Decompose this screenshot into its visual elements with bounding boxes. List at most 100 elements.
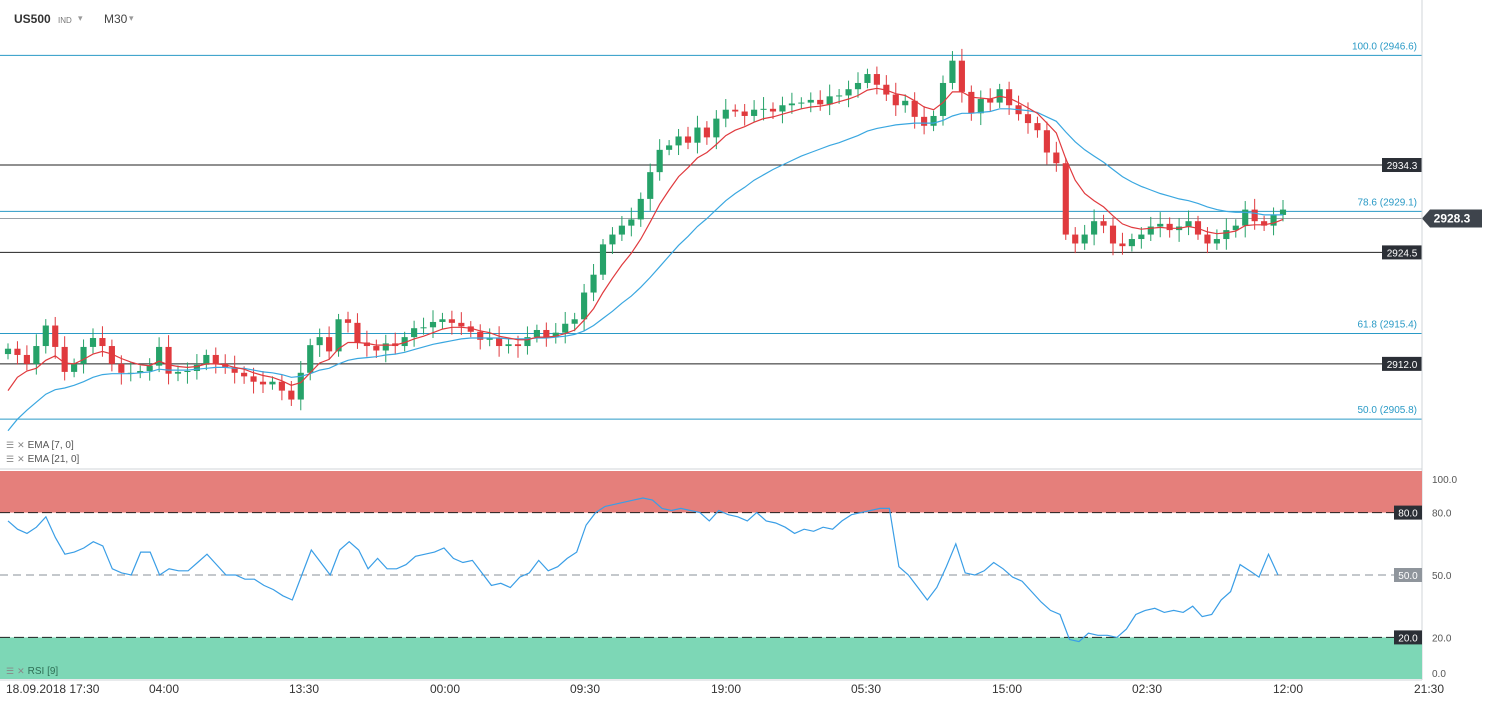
candle-body (1261, 221, 1268, 226)
time-tick-label: 21:30 (1414, 682, 1444, 696)
candle-body (335, 319, 342, 352)
candle-body (1053, 152, 1060, 164)
candle-body (958, 60, 965, 92)
symbol-label[interactable]: US500 (14, 12, 51, 26)
candle-body (108, 346, 115, 364)
candle-body (505, 344, 512, 347)
candle-body (1072, 234, 1079, 244)
candle-body (921, 116, 928, 126)
candle-body (656, 149, 663, 173)
fib-level-label: 78.6 (2929.1) (1358, 197, 1418, 208)
settings-icon[interactable]: ☰ (6, 454, 15, 464)
time-tick-label: 04:00 (149, 682, 179, 696)
settings-icon[interactable]: ☰ (6, 440, 15, 450)
rsi-overbought-zone (0, 471, 1422, 513)
price-level-label: 2934.3 (1387, 161, 1418, 172)
rsi-axis-label: 20.0 (1432, 633, 1452, 644)
candle-body (496, 338, 503, 347)
candle-body (241, 372, 248, 377)
candle-body (590, 274, 597, 293)
candle-body (1185, 221, 1192, 227)
candle-body (1100, 221, 1107, 226)
rsi-level-tag (1394, 568, 1422, 582)
candle-body (165, 346, 172, 374)
candle-body (99, 338, 106, 347)
candle-body (807, 99, 814, 103)
candle-body (949, 60, 956, 83)
candle-body (675, 136, 682, 146)
candle-body (278, 381, 285, 391)
candle-body (193, 364, 200, 372)
dropdown-caret-icon[interactable]: ▾ (129, 13, 134, 23)
current-price-tag (1422, 209, 1482, 228)
candle-body (684, 136, 692, 143)
candle-body (713, 118, 720, 138)
candle-body (817, 99, 824, 105)
settings-icon[interactable]: ☰ (6, 666, 15, 676)
candle-body (939, 82, 947, 116)
close-icon[interactable]: ✕ (17, 440, 25, 450)
candle-body (420, 327, 427, 329)
candle-body (1279, 209, 1287, 215)
rsi-axis-label: 50.0 (1432, 571, 1452, 582)
indicator-ema-fast[interactable]: ☰ ✕ EMA [7, 0] (6, 440, 74, 451)
price-level-tag (1382, 158, 1422, 173)
time-tick-label: 05:30 (851, 682, 881, 696)
candle-body (930, 115, 937, 126)
candle-body (873, 74, 880, 85)
candle-body (1213, 239, 1220, 244)
candle-body (628, 219, 635, 226)
candle-body (458, 322, 465, 327)
candle-body (836, 95, 843, 97)
fib-level-label: 61.8 (2915.4) (1358, 320, 1418, 331)
close-icon[interactable]: ✕ (17, 454, 25, 464)
dropdown-caret-icon[interactable]: ▾ (78, 13, 83, 23)
candle-body (146, 365, 153, 372)
candle-body (524, 337, 531, 347)
candle-body (429, 321, 437, 328)
candle-body (968, 91, 975, 114)
candle-body (1081, 234, 1088, 244)
candle-body (118, 363, 125, 373)
candle-body (354, 322, 361, 343)
close-icon[interactable]: ✕ (17, 666, 25, 676)
time-tick-label: 09:30 (570, 682, 600, 696)
candle-body (826, 96, 833, 105)
candle-body (89, 338, 97, 347)
candle-body (1242, 209, 1249, 226)
price-level-label: 2924.5 (1387, 248, 1418, 259)
candle-body (1157, 223, 1164, 227)
rsi-level-tag-label: 20.0 (1398, 633, 1418, 644)
candle-body (1166, 223, 1173, 231)
rsi-level-tag (1394, 630, 1422, 645)
indicator-ema-slow[interactable]: ☰ ✕ EMA [21, 0] (6, 454, 79, 465)
candle-body (609, 234, 616, 245)
candle-body (259, 381, 267, 385)
time-tick-label: 13:30 (289, 682, 319, 696)
candle-body (637, 198, 644, 220)
candle-body (722, 109, 729, 119)
candle-body (552, 332, 559, 338)
candle-body (156, 346, 163, 366)
candle-body (212, 354, 219, 364)
candle-body (1062, 163, 1069, 235)
candle-body (769, 108, 777, 112)
instrument-type-label: IND (58, 16, 72, 25)
candle-body (14, 348, 21, 355)
time-axis: 18.09.2018 17:30 04:00 13:30 00:00 09:30 19:0… (0, 679, 1444, 696)
rsi-level-tag-label: 80.0 (1398, 509, 1418, 520)
candle-body (326, 337, 333, 352)
time-tick-label: 00:00 (430, 682, 460, 696)
indicator-rsi[interactable]: ☰ ✕ RSI [9] (6, 666, 58, 677)
candle-body (1034, 123, 1041, 131)
candle-body (231, 367, 238, 373)
candle-body (52, 325, 59, 347)
candle-body (486, 338, 493, 340)
candle-body (1147, 226, 1154, 235)
time-tick-label: 15:00 (992, 682, 1022, 696)
rsi-axis-label: 0.0 (1432, 669, 1446, 680)
rsi-line (7, 497, 1279, 643)
candle-body (477, 331, 484, 340)
timeframe-selector[interactable]: M30 (104, 12, 128, 26)
